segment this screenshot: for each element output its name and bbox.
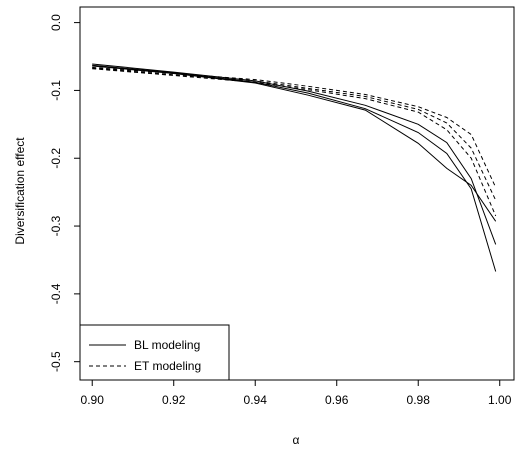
x-tick-label: 0.92 bbox=[162, 393, 186, 407]
axes-layer: 0.90 0.92 0.94 0.96 0.98 1.00 0.0 -0.1 -0.2 -0.3 -… bbox=[49, 14, 512, 407]
et-series-line-4 bbox=[92, 67, 497, 201]
y-tick-label: -0.1 bbox=[49, 80, 63, 101]
y-axis-label: Diversification effect bbox=[13, 137, 27, 245]
y-tick-label: -0.4 bbox=[49, 283, 63, 304]
bl-series-line-0 bbox=[92, 63, 497, 245]
legend-box bbox=[79, 324, 230, 381]
legend-label-bl: BL modeling bbox=[134, 338, 200, 352]
bl-series-line-1 bbox=[92, 64, 497, 272]
y-tick-label: -0.2 bbox=[49, 148, 63, 169]
y-tick-label: 0.0 bbox=[49, 14, 63, 31]
y-tick-label: -0.5 bbox=[49, 351, 63, 372]
y-tick-label: -0.3 bbox=[49, 215, 63, 236]
x-tick-label: 0.98 bbox=[407, 393, 431, 407]
et-series-line-5 bbox=[92, 68, 497, 217]
plot-box bbox=[79, 6, 515, 381]
legend: BL modeling ET modeling bbox=[79, 324, 230, 381]
x-axis-label: α bbox=[293, 433, 300, 447]
et-series-line-3 bbox=[92, 66, 497, 188]
x-tick-label: 0.94 bbox=[244, 393, 268, 407]
bl-series-line-2 bbox=[92, 65, 497, 222]
series-layer bbox=[92, 63, 497, 272]
x-tick-label: 0.90 bbox=[81, 393, 105, 407]
x-tick-label: 0.96 bbox=[325, 393, 349, 407]
legend-label-et: ET modeling bbox=[134, 359, 201, 373]
x-tick-label: 1.00 bbox=[488, 393, 512, 407]
